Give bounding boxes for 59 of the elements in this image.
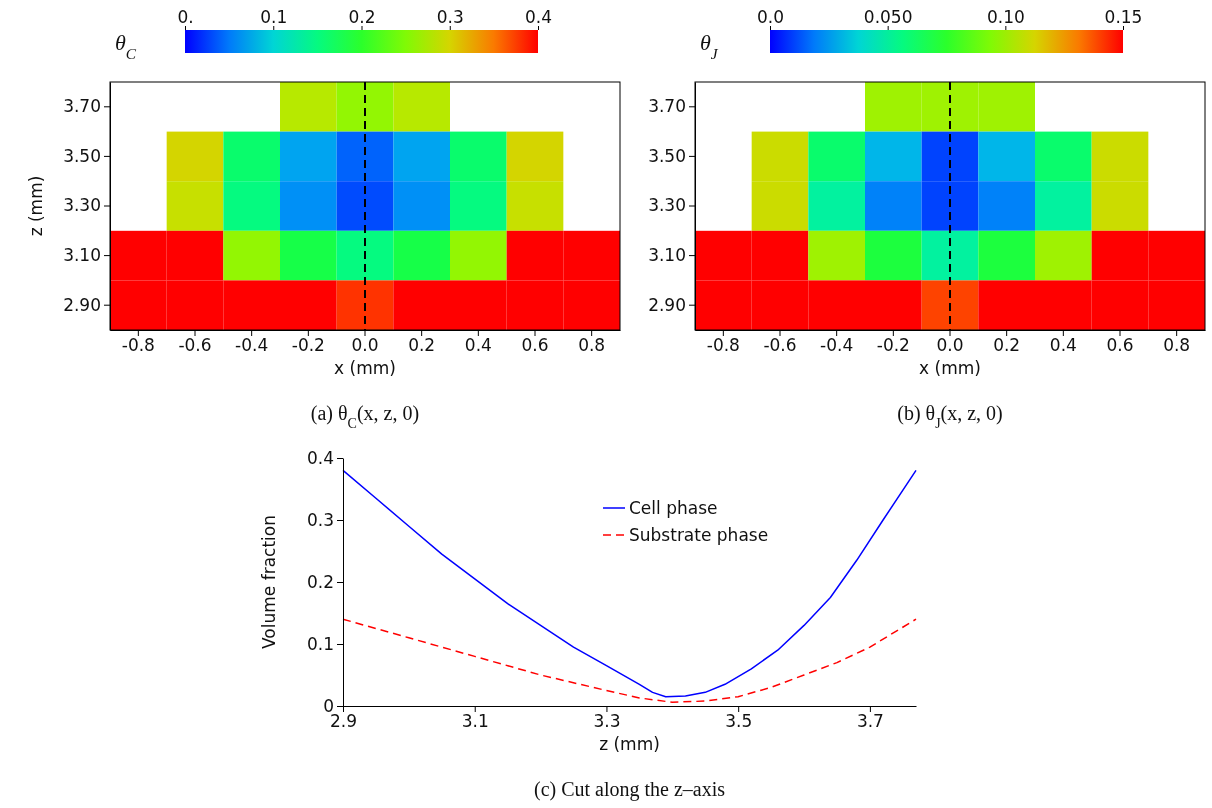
x-tick-label: 0.2: [408, 335, 436, 356]
x-tick-label: -0.4: [235, 335, 269, 356]
y-tick-label: 3.70: [63, 96, 101, 117]
x-tick-label: -0.2: [291, 335, 325, 356]
y-tick-label: 3.30: [63, 195, 101, 216]
x-tick-label: 3.7: [856, 711, 884, 732]
y-axis-title: Volume fraction: [259, 515, 279, 649]
y-tick-label: 0.3: [306, 509, 334, 530]
x-tick-label: 0.6: [521, 335, 549, 356]
y-tick-label: 3.10: [648, 245, 686, 266]
x-tick-label: 0.0: [936, 335, 964, 356]
x-tick-label: -0.4: [820, 335, 854, 356]
x-tick-label: 0.6: [1106, 335, 1134, 356]
y-tick-label: 0.2: [306, 571, 334, 592]
y-tick-label: 3.50: [648, 145, 686, 166]
line-series: [342, 469, 917, 698]
legend-label: Substrate phase: [629, 525, 769, 545]
text: (c) Cut along the z–axis: [533, 778, 726, 801]
x-tick-label: 3.3: [593, 711, 621, 732]
color-bar-label: 0.3: [436, 7, 464, 27]
color-bar-label: 0.1: [260, 7, 288, 27]
x-tick-label: -0.8: [121, 335, 155, 356]
color-bar-label: 0.15: [1104, 7, 1143, 27]
x-tick-label: -0.2: [876, 335, 910, 356]
y-tick-label: 2.90: [648, 294, 686, 315]
x-tick-label: 0.0: [351, 335, 379, 356]
x-tick-label: 0.2: [993, 335, 1021, 356]
y-tick-label: 0.4: [306, 447, 334, 468]
y-tick-label: 3.10: [63, 245, 101, 266]
color-bar-title: θ$_{C}$: [115, 30, 137, 62]
color-bar-title: θ$_{J}$: [700, 30, 719, 62]
x-tick-label: 0.4: [1049, 335, 1077, 356]
x-axis-title: z (mm): [599, 734, 660, 754]
color-bar-label: 0.0: [756, 7, 785, 27]
y-tick-label: 2.90: [63, 294, 101, 315]
y-tick-label: 3.50: [63, 145, 101, 166]
x-tick-label: 3.5: [725, 711, 753, 732]
x-axis-title: x (mm): [334, 358, 396, 378]
x-axis-title: x (mm): [919, 358, 981, 378]
x-tick-label: 0.4: [464, 335, 492, 356]
x-tick-label: 0.8: [578, 335, 606, 356]
y-tick-label: 3.70: [648, 96, 686, 117]
color-bar-label: 0.10: [986, 7, 1025, 27]
y-tick-label: 0.1: [306, 633, 334, 654]
color-bar-label: 0.4: [524, 7, 553, 27]
text: (a) θ$_{C}$(x, z, 0): [310, 402, 420, 431]
y-tick-label: 3.30: [648, 195, 686, 216]
x-tick-label: 2.9: [329, 711, 358, 732]
color-bar-label: 0.: [177, 7, 194, 27]
y-axis-title: z (mm): [26, 175, 46, 237]
x-tick-label: -0.6: [178, 335, 212, 356]
text: (b) θ$_{J}$(x, z, 0): [897, 402, 1003, 431]
color-bar-label: 0.2: [348, 7, 376, 27]
color-bar-label: 0.050: [863, 7, 913, 27]
legend-label: Cell phase: [629, 498, 718, 518]
x-tick-label: -0.8: [706, 335, 740, 356]
x-tick-label: 0.8: [1163, 335, 1191, 356]
x-tick-label: 3.1: [461, 711, 489, 732]
x-tick-label: -0.6: [763, 335, 797, 356]
